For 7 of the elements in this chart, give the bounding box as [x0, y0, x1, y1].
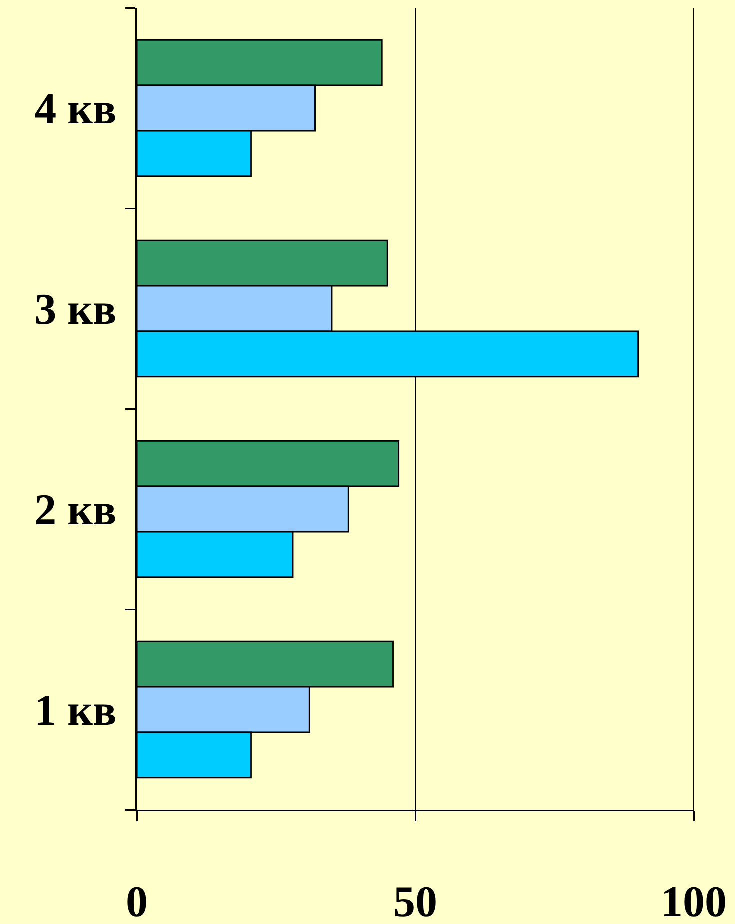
y-tick-label: 2 кв [34, 486, 117, 535]
y-tick-label: 4 кв [34, 84, 117, 134]
y-tick-label: 3 кв [34, 285, 117, 334]
x-tick-label: 100 [661, 877, 727, 924]
x-tick-label: 0 [126, 877, 148, 924]
y-tick-label: 1 кв [34, 686, 117, 736]
x-tick-label: 50 [394, 877, 438, 924]
